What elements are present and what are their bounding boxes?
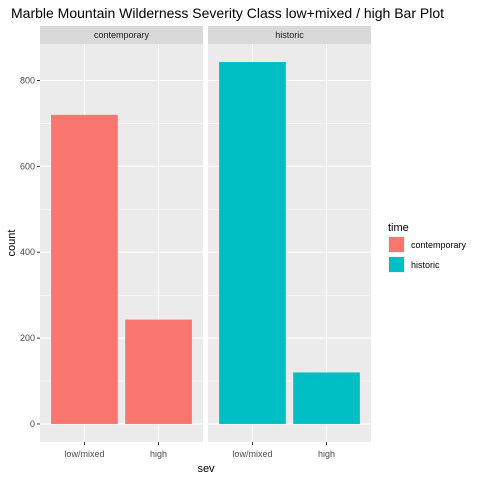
x-axis-title: sev (197, 463, 215, 475)
facet-strip-label: contemporary (94, 30, 150, 40)
y-tick-label: 400 (20, 247, 35, 257)
bar-historic-high (293, 372, 360, 424)
y-tick-label: 0 (30, 419, 35, 429)
y-axis: 0 200 400 600 800 (20, 75, 40, 429)
bar-contemporary-low/mixed (51, 114, 118, 424)
y-tick-label: 800 (20, 75, 35, 85)
legend-swatch-contemporary (389, 237, 404, 252)
facet-panel-historic: low/mixed high historic (208, 26, 371, 459)
x-tick-label: high (150, 449, 167, 459)
x-tick-label: low/mixed (64, 449, 104, 459)
facet-strip-label: historic (275, 30, 304, 40)
facet-strip (40, 26, 203, 44)
x-tick-label: low/mixed (232, 449, 272, 459)
y-tick-label: 200 (20, 333, 35, 343)
legend-title: time (388, 222, 409, 234)
facet-panels: low/mixed high contemporary low/mixed high hi… (40, 26, 371, 459)
bar-contemporary-high (125, 319, 192, 424)
legend-label-historic: historic (411, 260, 440, 270)
legend: time contemporary historic (388, 222, 467, 273)
y-tick-label: 600 (20, 161, 35, 171)
legend-swatch-historic (389, 257, 404, 272)
chart-title: Marble Mountain Wilderness Severity Clas… (11, 5, 444, 21)
bar-historic-low/mixed (219, 62, 286, 424)
y-axis-title: count (6, 230, 18, 257)
facet-panel-contemporary: low/mixed high contemporary (40, 26, 203, 459)
x-tick-label: high (318, 449, 335, 459)
facet-strip (208, 26, 371, 44)
legend-label-contemporary: contemporary (411, 240, 467, 250)
